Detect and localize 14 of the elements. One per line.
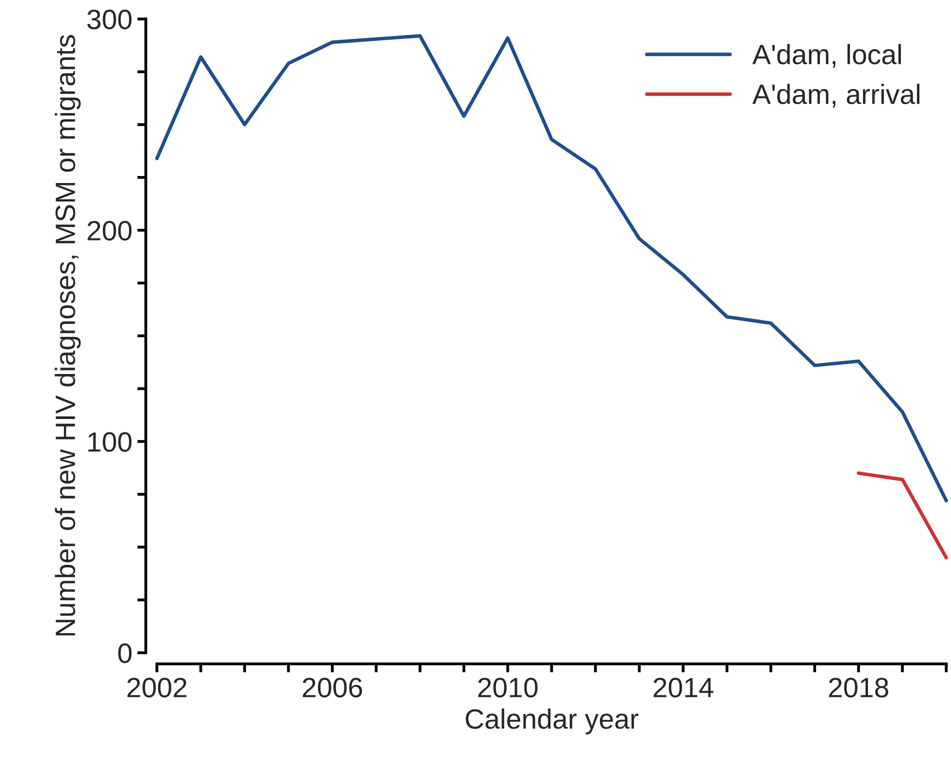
legend-label: A'dam, arrival (752, 84, 920, 108)
y-tick-label: 100 (88, 432, 132, 452)
x-tick-label: 2014 (654, 678, 714, 698)
y-tick-label: 300 (87, 10, 132, 30)
y-tick-label: 0 (118, 643, 132, 664)
x-tick-label: 2018 (829, 678, 888, 698)
y-tick-label: 200 (88, 220, 132, 241)
x-tick-label: 2006 (302, 678, 362, 698)
x-tick-label: 2002 (127, 678, 186, 698)
legend-label: A'dam, local (752, 44, 901, 68)
line-series (155, 34, 948, 502)
y-axis-title: Number of new HIV diagnoses, MSM or migrants (54, 35, 81, 636)
x-tick-label: 2010 (478, 678, 538, 698)
x-axis-title: Calendar year (466, 708, 638, 734)
